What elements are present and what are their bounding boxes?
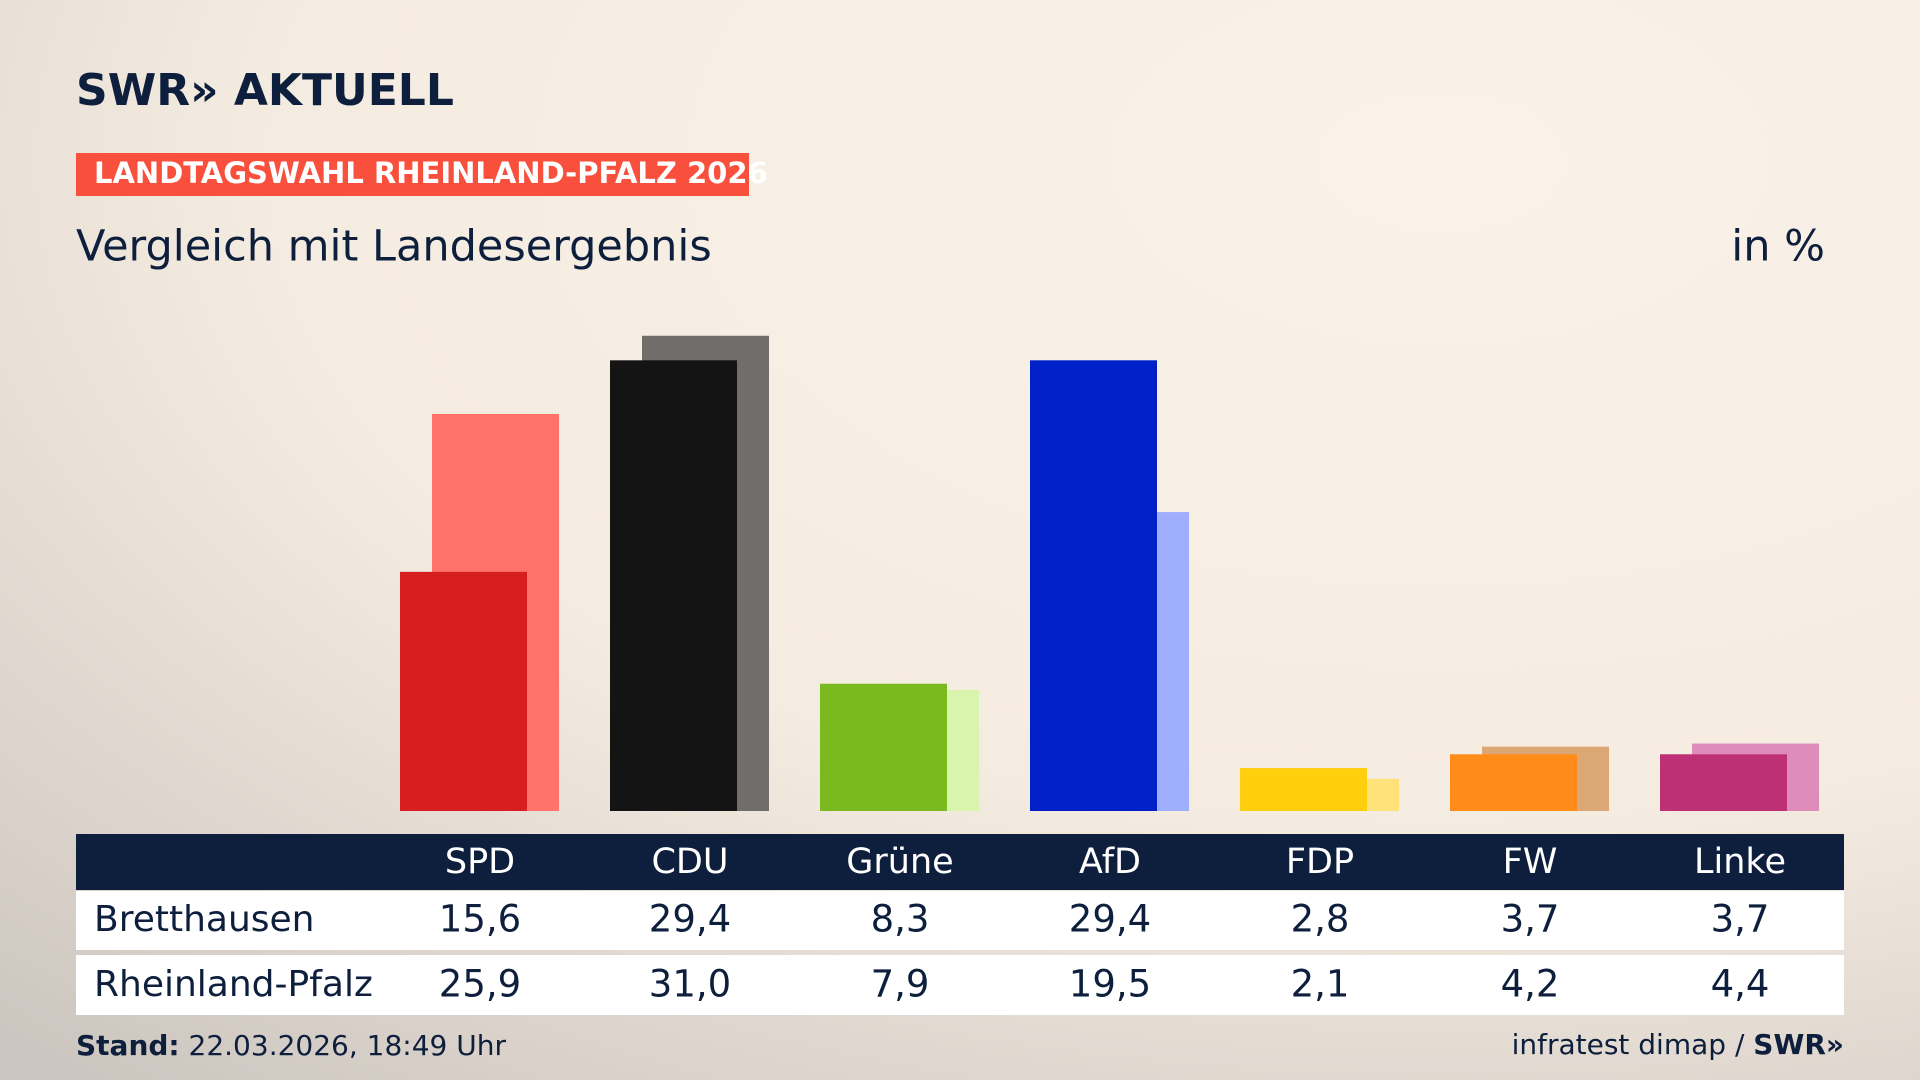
table-header [76, 834, 1844, 890]
row-label: Rheinland-Pfalz [94, 964, 373, 1005]
value-label: 19,5 [1069, 963, 1151, 1006]
value-label: 8,3 [871, 898, 930, 941]
stand: 22.03.2026, 18:49 Uhr [189, 1029, 507, 1062]
bar [400, 571, 527, 811]
value-label: 3,7 [1711, 898, 1770, 941]
bar [610, 360, 737, 811]
value-label: 2,1 [1291, 963, 1350, 1006]
footer-source: infratest dimap / SWR» [1512, 1028, 1844, 1061]
bar [1450, 754, 1577, 811]
footer-logo: SWR» [1753, 1028, 1844, 1061]
value-label: 29,4 [649, 898, 731, 941]
value-label: 25,9 [439, 963, 521, 1006]
bar [1240, 768, 1367, 811]
footer-stand: Stand: 22.03.2026, 18:49 Uhr [76, 1029, 506, 1062]
source: infratest dimap / [1512, 1028, 1745, 1061]
category-label: Linke [1694, 842, 1786, 882]
chart-title: Vergleich mit Landesergebnis [76, 222, 712, 272]
stand-label: Stand: [76, 1029, 180, 1062]
bar [1030, 360, 1157, 811]
logo: SWR» AKTUELL [76, 65, 454, 116]
value-label: 31,0 [649, 963, 731, 1006]
tag: LANDTAGSWAHL RHEINLAND-PFALZ 2026 [94, 156, 768, 190]
bar [820, 683, 947, 811]
category-label: FDP [1286, 842, 1354, 882]
category-label: AfD [1079, 842, 1141, 882]
bar [1660, 754, 1787, 811]
value-label: 29,4 [1069, 898, 1151, 941]
category-label: SPD [445, 842, 515, 882]
table-row [76, 955, 1844, 1015]
unit: in % [1731, 222, 1825, 272]
category-label: FW [1503, 842, 1558, 882]
value-label: 4,4 [1711, 963, 1770, 1006]
table-row [76, 891, 1844, 950]
value-label: 15,6 [439, 898, 521, 941]
value-label: 3,7 [1501, 898, 1560, 941]
category-label: Grüne [846, 842, 953, 882]
value-label: 7,9 [871, 963, 930, 1006]
value-label: 4,2 [1501, 963, 1560, 1006]
row-label: Bretthausen [94, 899, 315, 940]
category-label: CDU [651, 842, 728, 882]
value-label: 2,8 [1291, 898, 1350, 941]
tag-background [76, 153, 749, 196]
